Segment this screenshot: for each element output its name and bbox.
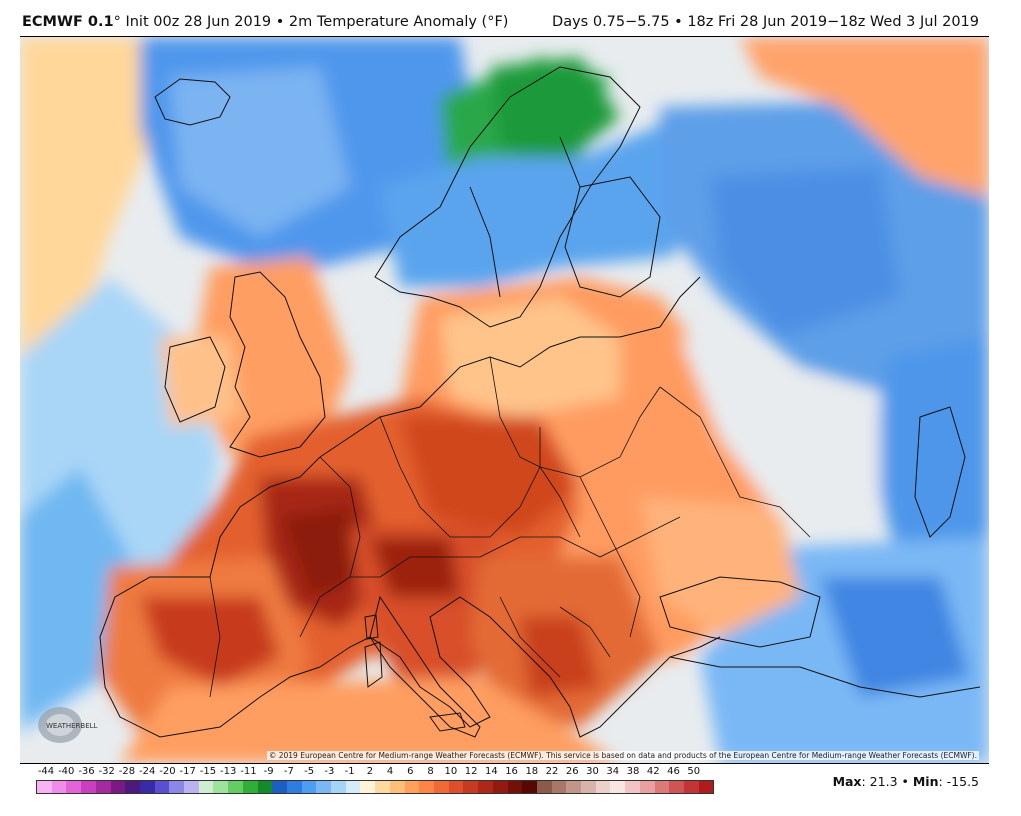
colorbar-tick-label: -13 (220, 766, 237, 777)
colorbar-segment (331, 781, 346, 793)
colorbar-segment (242, 781, 258, 793)
max-value: : 21.3 • (861, 774, 913, 789)
colorbar-segment (610, 781, 626, 793)
colorbar-segment (345, 781, 361, 793)
colorbar-segment (110, 781, 126, 793)
colorbar-tick-label: 42 (646, 766, 660, 777)
colorbar-tick-label: 38 (626, 766, 640, 777)
colorbar-tick-label: -5 (304, 766, 315, 777)
colorbar-tick-label: -11 (240, 766, 257, 777)
min-label: Min (912, 774, 939, 789)
map-svg (20, 37, 989, 763)
colorbar-segment (419, 781, 434, 793)
colorbar-tick-label: 10 (444, 766, 458, 777)
colorbar-segment (198, 781, 214, 793)
colorbar-segment (698, 781, 714, 793)
anomaly-field (20, 37, 989, 763)
weatherbell-logo: WEATHERBELL (38, 707, 98, 743)
colorbar-segment (551, 781, 567, 793)
colorbar-segment (389, 781, 405, 793)
title-left: ECMWF 0.1° Init 00z 28 Jun 2019 • 2m Tem… (22, 14, 508, 30)
colorbar-segment (595, 781, 611, 793)
colorbar-segment (169, 781, 185, 793)
colorbar-tick-label: 16 (505, 766, 518, 777)
colorbar-segment (566, 781, 582, 793)
colorbar-tick-label: 22 (545, 766, 559, 777)
colorbar-segment (228, 781, 243, 793)
colorbar-segment (492, 781, 508, 793)
colorbar-segment (125, 781, 140, 793)
colorbar-segment (95, 781, 111, 793)
colorbar-segment (683, 781, 699, 793)
max-label: Max (832, 774, 862, 789)
colorbar-tick-label: -32 (98, 766, 115, 777)
colorbar-tick-label: -20 (159, 766, 176, 777)
degree-mark: ° (113, 14, 121, 30)
colorbar-segment (522, 781, 537, 793)
temperature-anomaly-map: WEATHERBELL © 2019 European Centre for M… (20, 36, 989, 764)
colorbar-segment (375, 781, 390, 793)
colorbar-segment (272, 781, 287, 793)
colorbar-tick-label: 12 (464, 766, 478, 777)
min-value: : -15.5 (938, 774, 979, 789)
colorbar-segment (66, 781, 82, 793)
colorbar-tick-label: 18 (525, 766, 539, 777)
copyright-notice: © 2019 European Centre for Medium-range … (266, 751, 979, 760)
colorbar-tick-label: 4 (386, 766, 394, 777)
colorbar-tick-label: 8 (427, 766, 434, 777)
colorbar-tick-label: 50 (687, 766, 701, 777)
colorbar (36, 780, 714, 794)
colorbar-segment (433, 781, 449, 793)
colorbar-tick-label: -24 (139, 766, 156, 777)
colorbar-segment (404, 781, 420, 793)
colorbar-segment (625, 781, 640, 793)
colorbar-tick-label: 14 (484, 766, 498, 777)
colorbar-segment (654, 781, 670, 793)
colorbar-segment (51, 781, 67, 793)
colorbar-segment (257, 781, 273, 793)
colorbar-segment (536, 781, 552, 793)
colorbar-tick-labels: -44 -40 -36 -32 -28 -24 -20 -17 -15 -13 -11 -9 -7 -5-… (36, 766, 714, 778)
colorbar-tick-label: -7 (283, 766, 294, 777)
colorbar-segment (448, 781, 464, 793)
max-min-summary: Max: 21.3 • Min: -15.5 (833, 774, 979, 789)
country-borders (209, 356, 811, 698)
colorbar-segment (184, 781, 199, 793)
colorbar-segment (639, 781, 655, 793)
colorbar-tick-label: -3 (324, 766, 335, 777)
colorbar-segment (154, 781, 170, 793)
colorbar-segment (463, 781, 479, 793)
model-name: ECMWF 0.1 (22, 14, 114, 30)
colorbar-tick-label: 46 (667, 766, 680, 777)
colorbar-tick-label: 30 (586, 766, 599, 777)
colorbar-segment (37, 781, 52, 793)
colorbar-segment (669, 781, 684, 793)
colorbar-segment (507, 781, 523, 793)
colorbar-tick-label: -40 (58, 766, 75, 777)
colorbar-segment (139, 781, 155, 793)
colorbar-tick-label: -15 (199, 766, 217, 777)
colorbar-tick-label: -28 (118, 766, 136, 777)
logo-text: WEATHERBELL (46, 722, 98, 730)
colorbar-segment (286, 781, 302, 793)
coastlines (99, 66, 981, 738)
colorbar-segment (360, 781, 376, 793)
colorbar-tick-label: 26 (565, 766, 579, 777)
colorbar-tick-label: -9 (263, 766, 274, 777)
colorbar-segment (213, 781, 229, 793)
colorbar-segment (301, 781, 317, 793)
colorbar-tick-label: -1 (344, 766, 355, 777)
colorbar-tick-label: -17 (179, 766, 196, 777)
colorbar-tick-label: -36 (78, 766, 95, 777)
colorbar-segment (81, 781, 96, 793)
colorbar-segment (478, 781, 493, 793)
colorbar-tick-label: -44 (37, 766, 55, 777)
run-info: Init 00z 28 Jun 2019 • 2m Temperature An… (120, 14, 509, 30)
colorbar-tick-label: 34 (606, 766, 620, 777)
colorbar-tick-label: 6 (407, 766, 414, 777)
colorbar-segment (581, 781, 596, 793)
colorbar-tick-label: 2 (366, 766, 374, 777)
colorbar-segment (316, 781, 332, 793)
valid-period: Days 0.75−5.75 • 18z Fri 28 Jun 2019−18z… (552, 14, 979, 30)
